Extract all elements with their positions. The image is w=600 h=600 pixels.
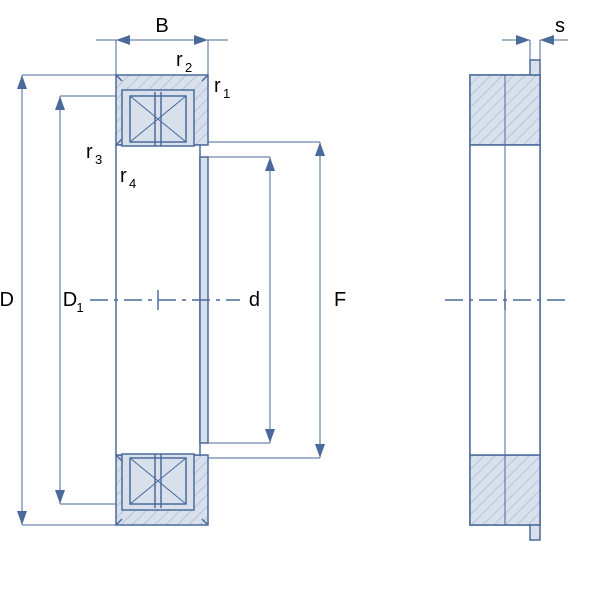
label-r2: r <box>176 49 183 71</box>
label-r4: r <box>120 165 127 187</box>
label-r2-sub: 2 <box>185 60 192 75</box>
label-r3-sub: 3 <box>95 152 102 167</box>
dim-F: F <box>334 289 346 311</box>
label-r3: r <box>86 141 93 163</box>
dim-B: B <box>155 15 168 37</box>
dim-D1: D <box>63 289 77 311</box>
dim-D1-sub: 1 <box>76 300 83 315</box>
dim-d: d <box>249 289 260 311</box>
label-r4-sub: 4 <box>129 176 136 191</box>
dim-D: D <box>0 289 14 311</box>
label-r1: r <box>214 75 221 97</box>
dim-s: s <box>555 15 565 37</box>
label-r1-sub: 1 <box>223 86 230 101</box>
